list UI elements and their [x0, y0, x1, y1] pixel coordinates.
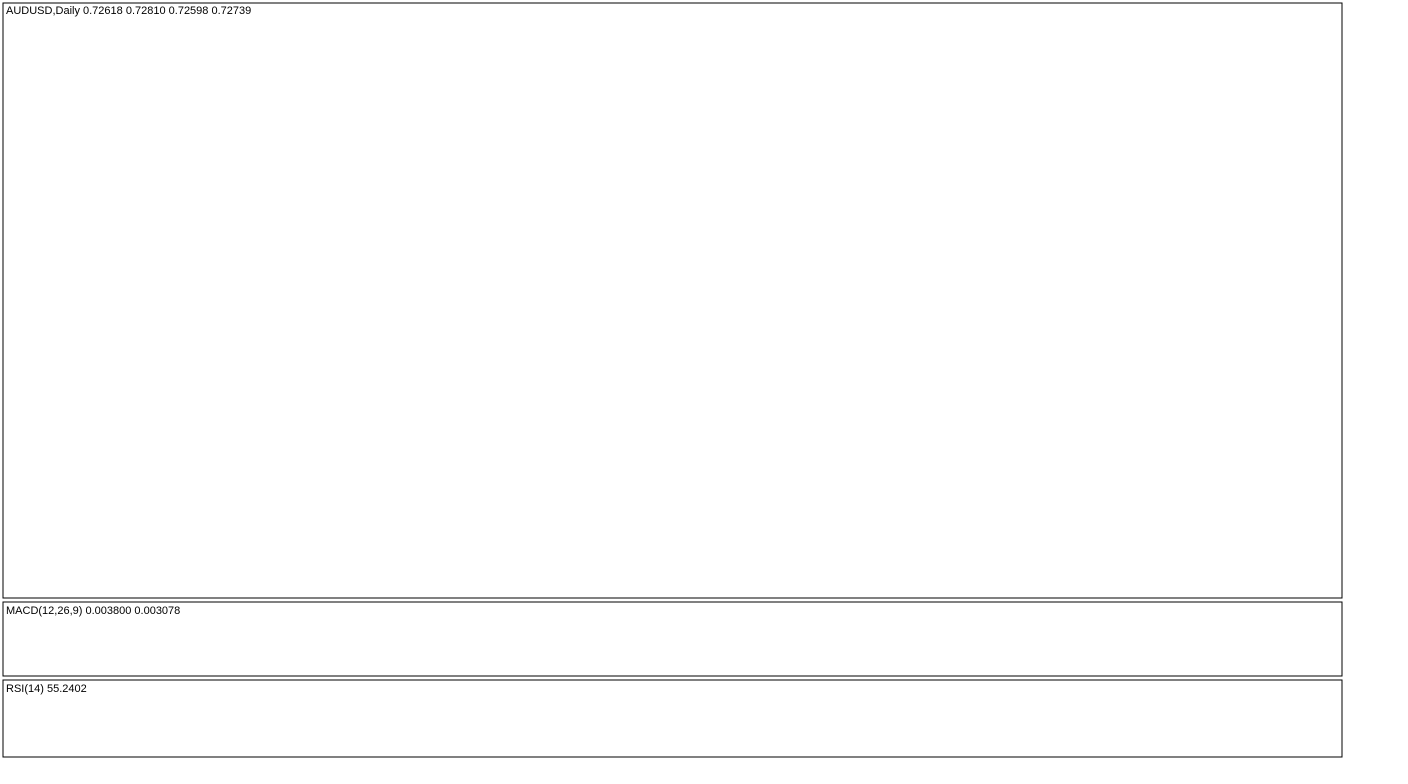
rsi-pane-border — [2, 679, 1343, 758]
chart-title: AUDUSD,Daily 0.72618 0.72810 0.72598 0.7… — [6, 5, 251, 17]
macd-title: MACD(12,26,9) 0.003800 0.003078 — [6, 605, 180, 617]
main-pane-border — [2, 2, 1343, 599]
rsi-title: RSI(14) 55.2402 — [6, 683, 87, 695]
macd-pane-border — [2, 601, 1343, 677]
